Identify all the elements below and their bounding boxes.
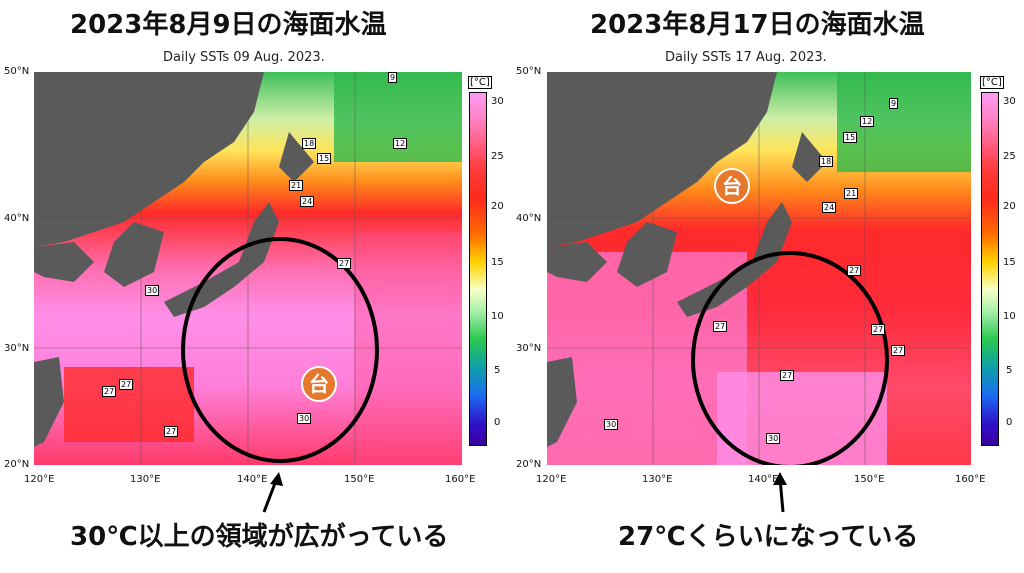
contour-label: 15 — [317, 153, 332, 164]
contour-label: 27 — [102, 386, 117, 397]
left-map-subtitle: Daily SSTs 09 Aug. 2023. — [163, 50, 325, 65]
left-map-title: 2023年8月9日の海面水温 — [70, 10, 387, 40]
contour-label: 30 — [604, 419, 619, 430]
colorbar-tick: 20 — [491, 201, 504, 212]
lon-tick: 130°E — [642, 474, 673, 485]
contour-label: 9 — [889, 98, 899, 109]
contour-label: 12 — [393, 138, 408, 149]
colorbar-tick: 5 — [1006, 365, 1013, 376]
lon-tick: 140°E — [237, 474, 268, 485]
lat-tick: 50°N — [4, 66, 30, 77]
contour-label: 30 — [297, 413, 312, 424]
left-colorbar — [469, 92, 487, 446]
contour-label: 18 — [819, 156, 834, 167]
right-map-title: 2023年8月17日の海面水温 — [590, 10, 925, 40]
contour-label: 27 — [164, 426, 179, 437]
lat-tick: 30°N — [4, 343, 30, 354]
colorbar-tick: 0 — [494, 417, 501, 428]
contour-label: 27 — [780, 370, 795, 381]
contour-label: 21 — [844, 188, 859, 199]
colorbar-tick: 30 — [1003, 96, 1016, 107]
typhoon-marker: 台 — [301, 366, 337, 402]
colorbar-tick: 25 — [491, 151, 504, 162]
contour-label: 18 — [302, 138, 317, 149]
colorbar-unit: [°C] — [468, 76, 492, 89]
lon-tick: 130°E — [130, 474, 161, 485]
contour-label: 27 — [713, 321, 728, 332]
lat-tick: 40°N — [516, 213, 542, 224]
contour-label: 21 — [289, 180, 304, 191]
left-sst-map: 9 18 12 15 21 24 27 30 27 27 27 30 台 — [34, 72, 462, 465]
right-map-subtitle: Daily SSTs 17 Aug. 2023. — [665, 50, 827, 65]
contour-label: 24 — [822, 202, 837, 213]
colorbar-tick: 0 — [1006, 417, 1013, 428]
lat-tick: 50°N — [516, 66, 542, 77]
lon-tick: 120°E — [24, 474, 55, 485]
colorbar-tick: 25 — [1003, 151, 1016, 162]
contour-label: 12 — [860, 116, 875, 127]
contour-label: 15 — [843, 132, 858, 143]
colorbar-tick: 15 — [491, 257, 504, 268]
lat-tick: 20°N — [4, 459, 30, 470]
lon-tick: 140°E — [748, 474, 779, 485]
contour-label: 30 — [145, 285, 160, 296]
colorbar-tick: 20 — [1003, 201, 1016, 212]
typhoon-marker: 台 — [714, 168, 750, 204]
lon-tick: 160°E — [955, 474, 986, 485]
lon-tick: 120°E — [536, 474, 567, 485]
colorbar-unit: [°C] — [980, 76, 1004, 89]
contour-label: 9 — [388, 72, 398, 83]
contour-label: 27 — [119, 379, 134, 390]
lat-tick: 20°N — [516, 459, 542, 470]
lon-tick: 150°E — [344, 474, 375, 485]
contour-label: 27 — [891, 345, 906, 356]
colorbar-tick: 10 — [1003, 311, 1016, 322]
contour-label: 24 — [300, 196, 315, 207]
lat-tick: 30°N — [516, 343, 542, 354]
lon-tick: 150°E — [854, 474, 885, 485]
colorbar-tick: 15 — [1003, 257, 1016, 268]
contour-label: 27 — [337, 258, 352, 269]
lat-tick: 40°N — [4, 213, 30, 224]
colorbar-tick: 10 — [491, 311, 504, 322]
contour-label: 30 — [766, 433, 781, 444]
colorbar-tick: 30 — [491, 96, 504, 107]
contour-label: 27 — [871, 324, 886, 335]
right-colorbar — [981, 92, 999, 446]
lon-tick: 160°E — [445, 474, 476, 485]
right-caption: 27℃くらいになっている — [618, 522, 919, 552]
left-caption: 30℃以上の領域が広がっている — [70, 522, 449, 552]
right-sst-map: 9 12 15 18 21 24 27 27 27 27 27 30 30 台 — [547, 72, 971, 465]
colorbar-tick: 5 — [494, 365, 501, 376]
contour-label: 27 — [847, 265, 862, 276]
